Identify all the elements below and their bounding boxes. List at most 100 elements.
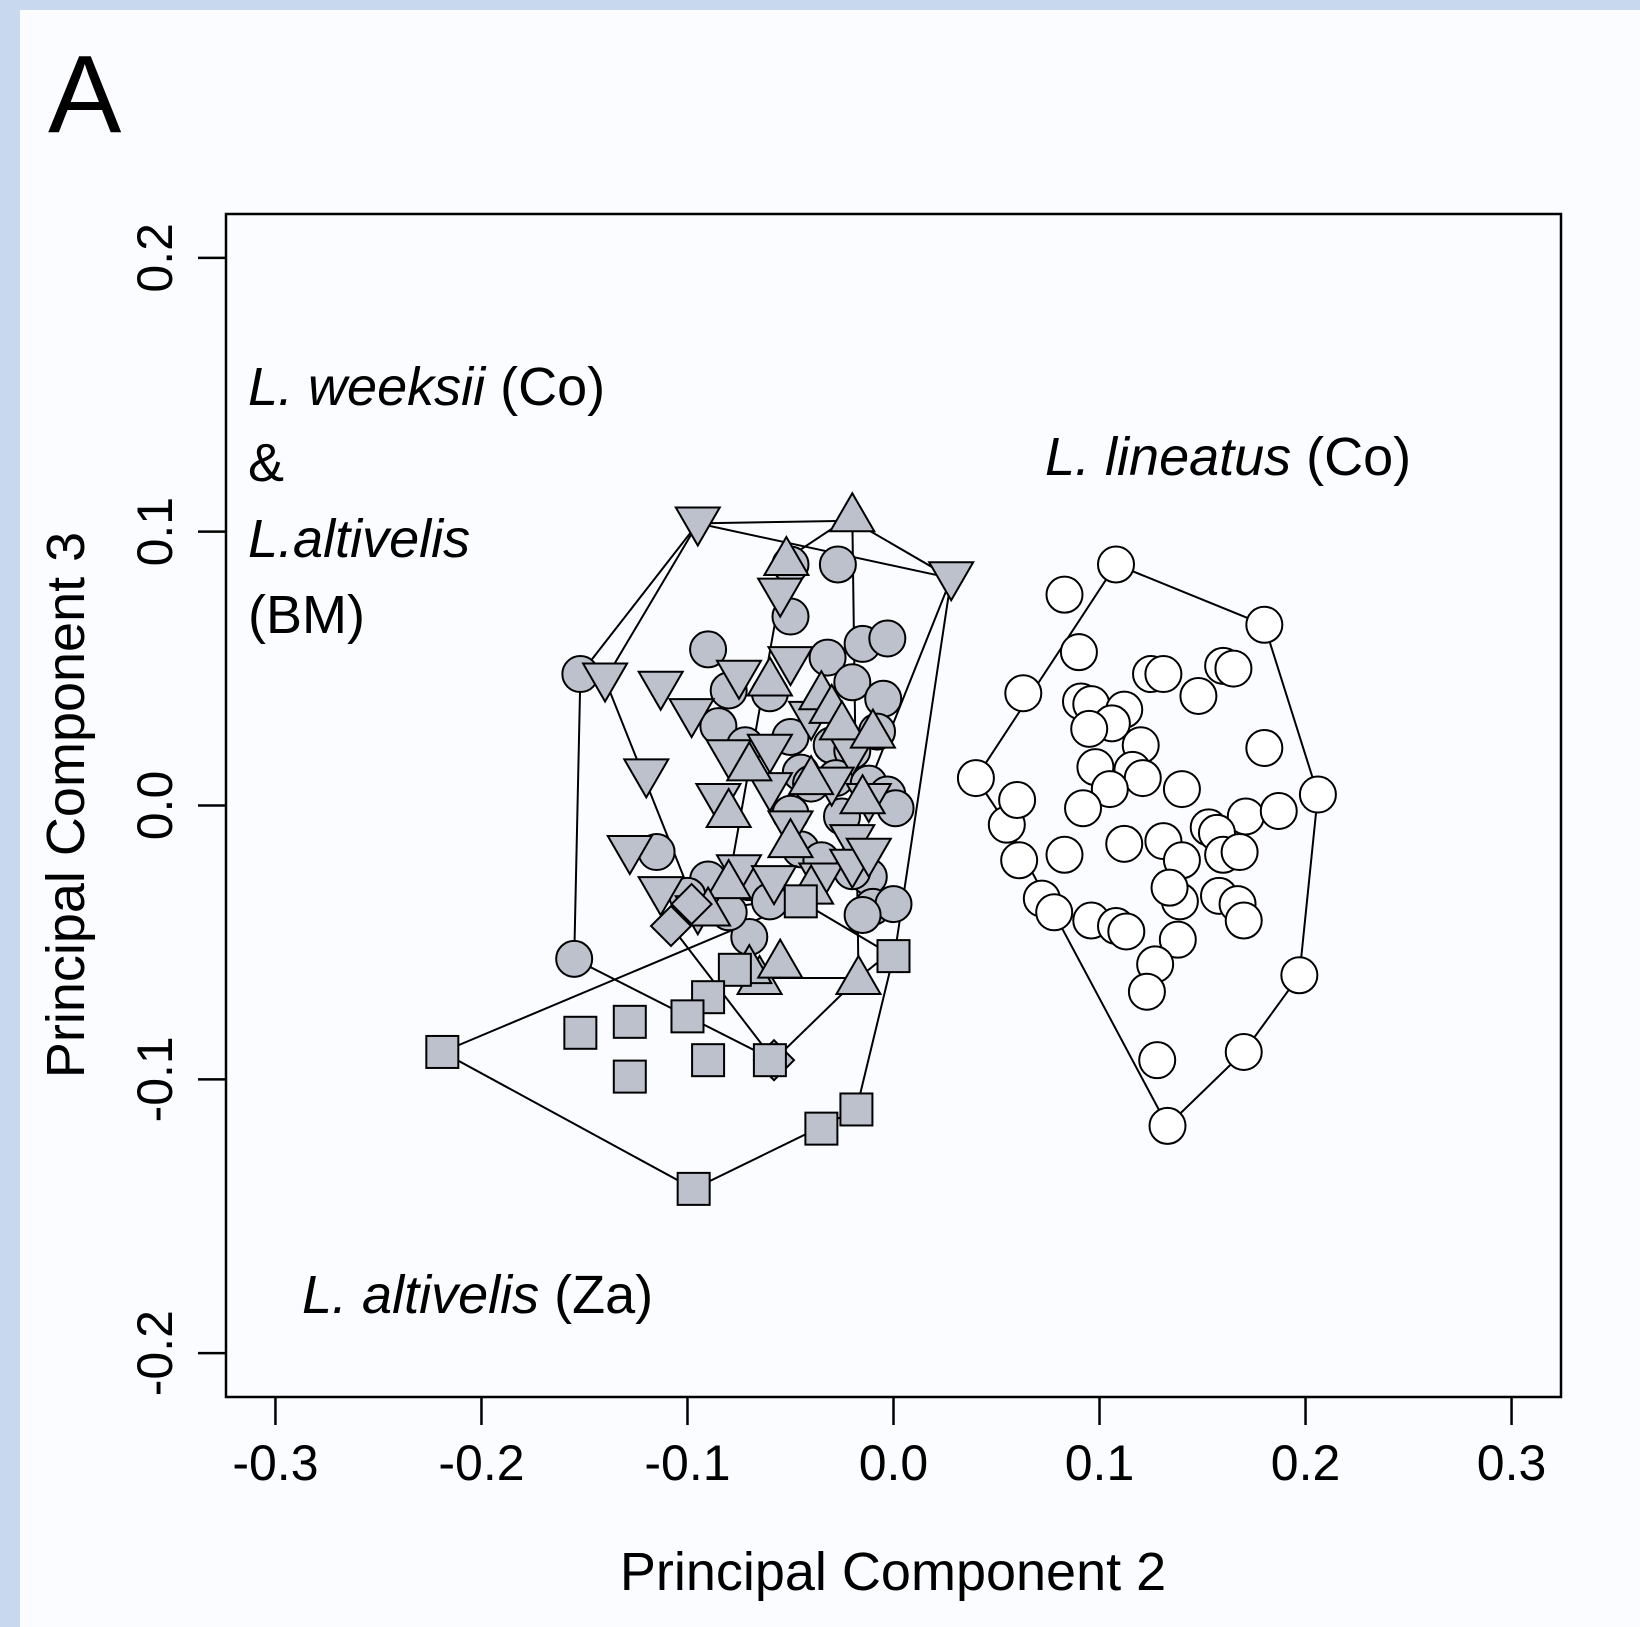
point-circle	[1045, 575, 1084, 614]
point-circle	[1298, 775, 1337, 814]
point-triangle-down	[927, 561, 975, 603]
point-circle	[1144, 655, 1183, 694]
point-circle	[843, 896, 882, 935]
x-tick-label: 0.1	[1065, 1435, 1135, 1491]
point-circle	[689, 630, 728, 669]
point-circle	[864, 679, 903, 718]
point-circle	[1245, 605, 1284, 644]
group-label-altivelis_za: L. altivelis (Za)	[302, 1265, 653, 1325]
point-circle	[998, 781, 1037, 820]
point-circle	[833, 663, 872, 702]
group-label-segment: &	[248, 433, 284, 493]
y-axis: -0.2 -0.1 0.0 0.1 0.2	[127, 223, 226, 1396]
point-triangle-down	[746, 733, 794, 775]
point-square	[670, 999, 705, 1034]
point-triangle-down	[636, 876, 685, 918]
point-diamond	[670, 882, 714, 926]
point-triangle-up	[704, 786, 753, 828]
group-label-segment: L. lineatus	[1045, 427, 1291, 487]
point-square	[676, 1171, 711, 1206]
point-triangle-up	[838, 773, 887, 815]
data-points	[425, 491, 1337, 1206]
point-triangle-down	[715, 659, 763, 701]
point-triangle-down	[674, 506, 722, 548]
point-triangle-down	[845, 837, 893, 879]
point-circle	[1004, 674, 1043, 713]
point-triangle-down	[766, 646, 815, 688]
x-tick-label: 0.3	[1477, 1435, 1547, 1491]
point-circle	[1280, 956, 1319, 995]
point-circle	[1127, 972, 1166, 1011]
point-triangle-up	[818, 699, 866, 741]
point-circle	[1224, 901, 1263, 940]
point-triangle-up	[766, 817, 815, 859]
group-label-weeksii: &	[248, 433, 284, 493]
point-square	[783, 884, 818, 919]
group-label-weeksii: L.altivelis	[248, 509, 470, 569]
group-label-segment: (Co)	[485, 357, 605, 417]
y-tick-label: 0.0	[127, 771, 183, 841]
point-circle	[1179, 676, 1218, 715]
point-triangle-up	[828, 491, 877, 533]
point-circle	[1000, 841, 1039, 880]
point-circle	[1162, 770, 1201, 809]
group-label-segment: (Co)	[1291, 427, 1411, 487]
point-square	[612, 1059, 647, 1094]
y-tick-label: 0.1	[127, 497, 183, 567]
group-label-segment: (BM)	[248, 585, 365, 645]
x-tick-label: 0.2	[1271, 1435, 1341, 1491]
point-triangle-down	[622, 758, 671, 800]
point-square	[804, 1111, 839, 1146]
point-circle	[1064, 789, 1103, 828]
point-circle	[1214, 649, 1253, 688]
group-labels: L. weeksii (Co) & L.altivelis (BM) L. lineat…	[248, 357, 1411, 1325]
point-circle	[1224, 1032, 1263, 1071]
hull-square	[439, 900, 895, 1191]
x-tick-label: -0.1	[644, 1435, 730, 1491]
point-circle	[1123, 759, 1162, 798]
point-circle	[1220, 833, 1259, 872]
panel-letter: A	[48, 33, 122, 156]
group-label-segment: L. weeksii	[248, 357, 487, 417]
x-tick-label: -0.3	[232, 1435, 318, 1491]
x-tick-label: 0.0	[859, 1435, 929, 1491]
point-triangle-down	[746, 772, 794, 814]
scatter-chart: -0.3 -0.2 -0.1 0.0 0.1 0.2 0.3 -0.2 -0.1 0.0 0.1 0…	[36, 212, 1563, 1602]
group-label-segment: L.altivelis	[248, 509, 470, 569]
point-circle	[818, 545, 857, 584]
point-triangle-up	[704, 858, 753, 900]
y-axis-title: Principal Component 3	[36, 532, 96, 1078]
point-triangle-up	[834, 954, 883, 996]
figure-panel: A -0.3 -0.2 -0.1 0.0 0.1 0.2 0.3 -0.2 -0.1 0.0 0.…	[20, 10, 1640, 1627]
point-triangle-down	[667, 698, 716, 740]
point-diamond	[649, 904, 693, 948]
point-triangle-up	[787, 754, 835, 796]
point-circle	[956, 759, 995, 798]
point-circle	[1138, 1041, 1177, 1080]
point-circle	[1090, 770, 1129, 809]
point-triangle-up	[725, 740, 774, 782]
point-circle	[1059, 633, 1098, 672]
point-circle	[1148, 1106, 1187, 1145]
point-triangle-down	[606, 835, 654, 877]
point-circle	[868, 619, 907, 658]
point-circle	[555, 939, 594, 978]
point-circle	[1097, 545, 1135, 584]
point-triangle-up	[849, 707, 897, 749]
point-square	[876, 939, 911, 974]
x-axis: -0.3 -0.2 -0.1 0.0 0.1 0.2 0.3	[232, 1397, 1546, 1491]
point-circle	[1035, 893, 1074, 932]
point-circle	[1259, 791, 1298, 830]
point-triangle-down	[756, 577, 804, 619]
point-square	[752, 1043, 787, 1078]
point-circle	[1150, 868, 1189, 907]
point-circle	[1070, 709, 1109, 748]
group-label-weeksii: (BM)	[248, 585, 365, 645]
point-circle	[1158, 920, 1197, 959]
point-circle	[1105, 824, 1144, 863]
point-circle	[1045, 835, 1084, 874]
point-square	[691, 1043, 726, 1078]
point-triangle-up	[762, 535, 811, 577]
point-circle	[1245, 728, 1284, 767]
y-tick-label: -0.1	[127, 1036, 183, 1122]
